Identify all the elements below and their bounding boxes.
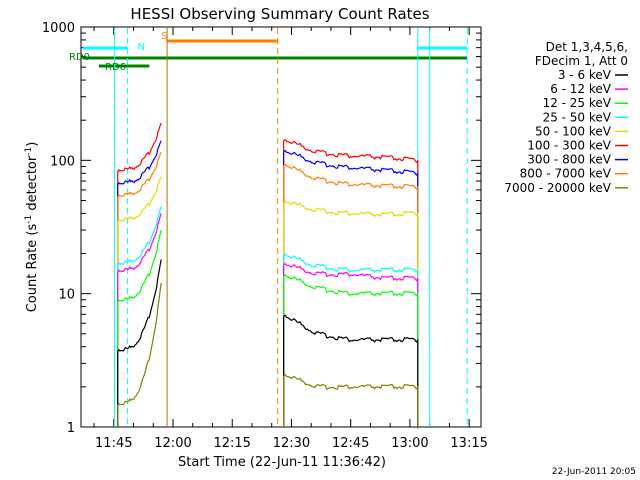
chart-title: HESSI Observing Summary Count Rates (130, 5, 429, 23)
y-axis-label-sup1: -1 (24, 215, 34, 224)
legend-label: 7000 - 20000 keV (504, 181, 611, 195)
flag-lines: N S RD0 RD6 (69, 28, 468, 427)
x-axis-ticks: 11:45 12:00 12:15 12:30 12:45 13:00 13:15 (93, 27, 488, 451)
y-axis-label: Count Rate (s-1 detector-1) (24, 142, 40, 313)
legend-header-2: FDecim 1, Att 0 (535, 54, 628, 68)
flag-label: S (161, 31, 167, 42)
legend-label: 800 - 7000 keV (520, 167, 612, 181)
series-line (117, 122, 162, 427)
x-tick-label: 11:45 (95, 436, 132, 451)
y-axis-label-part3: ) (25, 142, 40, 147)
y-axis-label-sup2: -1 (24, 147, 34, 156)
series-line (117, 229, 162, 427)
legend-label: 25 - 50 keV (543, 110, 612, 124)
series-group (117, 122, 419, 429)
x-axis-label: Start Time (22-Jun-11 11:36:42) (178, 455, 386, 470)
legend-label: 300 - 800 keV (527, 153, 611, 167)
y-tick-label: 1 (67, 421, 75, 436)
x-tick-label: 12:45 (332, 436, 369, 451)
x-tick-label: 12:30 (273, 436, 310, 451)
x-tick-label: 13:00 (391, 436, 428, 451)
series-line (117, 282, 162, 427)
y-axis-label-part1: Count Rate (s (25, 224, 40, 313)
x-tick-label: 13:15 (450, 436, 487, 451)
series-line (117, 213, 162, 427)
legend-header-1: Det 1,3,4,5,6, (546, 40, 628, 54)
legend-label: 50 - 100 keV (535, 124, 612, 138)
series-line (283, 149, 419, 429)
x-tick-label: 12:00 (154, 436, 191, 451)
series-line (283, 373, 419, 429)
series-line (283, 200, 419, 429)
series-line (283, 163, 419, 429)
series-line (117, 206, 162, 427)
series-line (283, 273, 419, 429)
legend-label: 12 - 25 keV (543, 96, 612, 110)
footer-date: 22-Jun-2011 20:05 (552, 467, 636, 477)
plot-frame (80, 26, 482, 428)
series-line (283, 138, 419, 429)
y-axis-ticks: 1 10 100 1000 (42, 21, 481, 436)
legend: Det 1,3,4,5,6, FDecim 1, Att 0 3 - 6 keV… (504, 40, 628, 195)
series-line (117, 151, 162, 427)
series-line (283, 262, 419, 429)
y-tick-label: 100 (50, 154, 75, 169)
legend-label: 3 - 6 keV (558, 68, 612, 82)
y-axis-label-part2: detector (25, 155, 40, 215)
legend-label: 6 - 12 keV (550, 82, 612, 96)
flag-label: RD0 (69, 52, 90, 63)
flag-label: N (138, 42, 145, 53)
series-line (117, 176, 162, 427)
series-line (117, 259, 162, 427)
series-line (283, 253, 419, 429)
series-line (283, 314, 419, 429)
legend-label: 100 - 300 keV (527, 139, 611, 153)
y-tick-label: 1000 (42, 21, 75, 36)
flag-label: RD6 (105, 62, 126, 73)
y-tick-label: 10 (58, 288, 75, 303)
series-line (117, 140, 162, 427)
x-tick-label: 12:15 (213, 436, 250, 451)
